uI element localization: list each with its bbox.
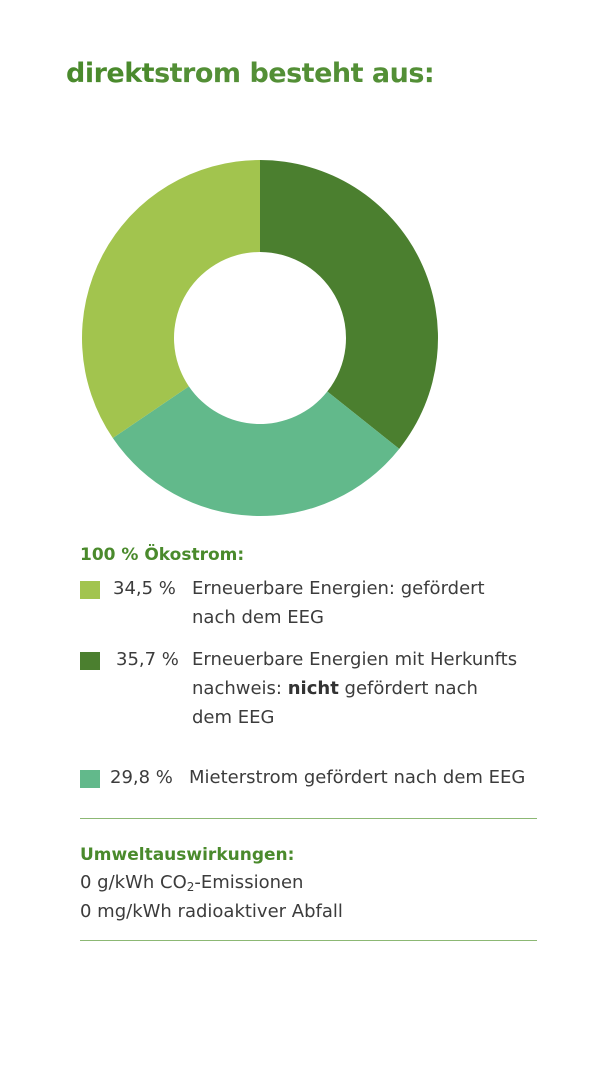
legend-swatch-2 xyxy=(80,652,100,670)
impact-co2-sub: 2 xyxy=(186,880,195,894)
legend-pct-3: 29,8 % xyxy=(110,767,173,788)
impact-waste: 0 mg/kWh radioaktiver Abfall xyxy=(80,901,343,922)
impact-co2-suffix: -Emissionen xyxy=(194,872,304,893)
title-rest: strom besteht aus: xyxy=(154,58,435,89)
legend-desc-2-bold: nicht xyxy=(287,678,339,699)
title-brand: direkt xyxy=(66,58,155,89)
legend-desc-1: Erneuerbare Energien: gefördert nach dem… xyxy=(192,574,485,632)
donut-slice-3 xyxy=(82,160,260,439)
impact-heading: Umweltauswirkungen: xyxy=(80,845,295,865)
legend-swatch-3 xyxy=(80,770,100,788)
legend-swatch-1 xyxy=(80,581,100,599)
legend-heading: 100 % Ökostrom: xyxy=(80,545,245,565)
legend-desc-1-line2: nach dem EEG xyxy=(192,607,324,628)
impact-co2: 0 g/kWh CO2-Emissionen xyxy=(80,872,303,894)
legend-desc-2-line2-prefix: nachweis: xyxy=(192,678,288,699)
legend-pct-1: 34,5 % xyxy=(113,578,176,599)
donut-slice-2 xyxy=(112,386,400,516)
legend-pct-2: 35,7 % xyxy=(116,649,179,670)
legend-desc-1-line1: Erneuerbare Energien: gefördert xyxy=(192,578,485,599)
divider-bottom xyxy=(80,940,537,941)
donut-chart xyxy=(82,160,438,516)
legend-desc-2: Erneuerbare Energien mit Herkunfts nachw… xyxy=(192,645,517,732)
legend-desc-2-line2-suffix: gefördert nach xyxy=(338,678,478,699)
legend-desc-2-line1: Erneuerbare Energien mit Herkunfts xyxy=(192,649,518,670)
legend-desc-2-line3: dem EEG xyxy=(192,707,275,728)
impact-co2-prefix: 0 g/kWh CO xyxy=(80,872,187,893)
divider xyxy=(80,818,537,819)
donut-slice-1 xyxy=(260,160,438,449)
legend-desc-3: Mieterstrom gefördert nach dem EEG xyxy=(189,763,525,792)
legend-desc-3-line1: Mieterstrom gefördert nach dem EEG xyxy=(189,767,526,788)
page-title: direktstrom besteht aus: xyxy=(66,58,435,89)
